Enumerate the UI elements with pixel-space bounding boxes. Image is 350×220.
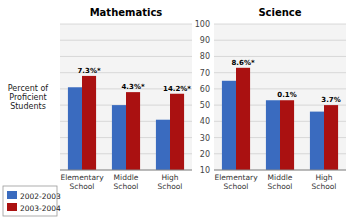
x-tick-label: MiddleSchool (114, 173, 139, 191)
text-line: School (158, 182, 183, 191)
annotation: 8.6%* (232, 59, 255, 67)
bar (324, 105, 338, 170)
annotation: 14.2%* (163, 85, 191, 93)
x-tick-label: ElementarySchool (60, 173, 104, 191)
legend-label: 2002-2003 (20, 192, 61, 201)
plot-background (60, 24, 192, 170)
bar (310, 112, 324, 170)
grid-line (60, 170, 192, 171)
bar (82, 76, 96, 170)
bar (112, 105, 126, 170)
y-tick-label: 20 (200, 150, 210, 159)
text-line: School (224, 182, 249, 191)
annotation: 4.3%* (122, 83, 145, 91)
legend: 2002-2003 2003-2004 (3, 186, 61, 216)
text-line: School (268, 182, 293, 191)
text-line: School (70, 182, 95, 191)
y-tick-label: 100 (195, 20, 210, 29)
text-line: School (114, 182, 139, 191)
y-tick-label: 30 (200, 134, 210, 143)
y-tick-label: 70 (200, 69, 210, 78)
bar (280, 100, 294, 170)
text-line: Proficient (9, 93, 46, 102)
grid-line (60, 40, 192, 41)
text-line: Middle (114, 173, 139, 182)
bar (266, 100, 280, 170)
y-tick-label: 10 (200, 166, 210, 175)
y-label: Percent ofProficientStudents (8, 84, 49, 111)
y-tick-label: 40 (200, 117, 210, 126)
x-tick-label: ElementarySchool (214, 173, 258, 191)
panel: 10 20 30 40 50 60 70 80 90 100 8.6%* 0.1% 3.7% Elemen… (195, 7, 346, 191)
text-line: School (312, 182, 337, 191)
plot-background (214, 24, 346, 170)
bar (222, 81, 236, 170)
text-line: Middle (268, 173, 293, 182)
grid-line (214, 72, 346, 73)
bar (170, 94, 184, 170)
x-axis (60, 170, 192, 171)
y-tick-label: 80 (200, 52, 210, 61)
legend-swatch (7, 191, 17, 199)
bar (126, 92, 140, 170)
text-line: Elementary (60, 173, 104, 182)
panel: 7.3%*4.3%*14.2%*ElementarySchoolMiddleSc… (8, 7, 192, 191)
title: Mathematics (90, 7, 163, 18)
y-tick-label: 50 (200, 101, 210, 110)
text-line: Percent of (8, 84, 49, 93)
text-line: High (161, 173, 178, 182)
y-tick-label: 90 (200, 36, 210, 45)
grid-line (214, 170, 346, 171)
chart: 7.3%*4.3%*14.2%*ElementarySchoolMiddleSc… (0, 0, 350, 220)
bar (68, 87, 82, 170)
text-line: High (315, 173, 332, 182)
grid-line (214, 40, 346, 41)
legend-swatch (7, 203, 17, 211)
grid-line (60, 56, 192, 57)
grid-line (60, 24, 192, 25)
x-tick-label: HighSchool (158, 173, 183, 191)
legend-label: 2003-2004 (20, 204, 61, 213)
annotation: 0.1% (277, 91, 296, 99)
bar (236, 68, 250, 170)
x-tick-label: MiddleSchool (268, 173, 293, 191)
x-axis (214, 170, 346, 171)
y-tick-label: 60 (200, 85, 210, 94)
annotation: 3.7% (321, 96, 340, 104)
text-line: Students (10, 102, 46, 111)
x-tick-label: HighSchool (312, 173, 337, 191)
grid-line (214, 24, 346, 25)
bar (156, 120, 170, 170)
annotation: 7.3%* (78, 67, 101, 75)
title: Science (258, 7, 301, 18)
grid-line (214, 56, 346, 57)
text-line: Elementary (214, 173, 258, 182)
bars (222, 68, 338, 170)
